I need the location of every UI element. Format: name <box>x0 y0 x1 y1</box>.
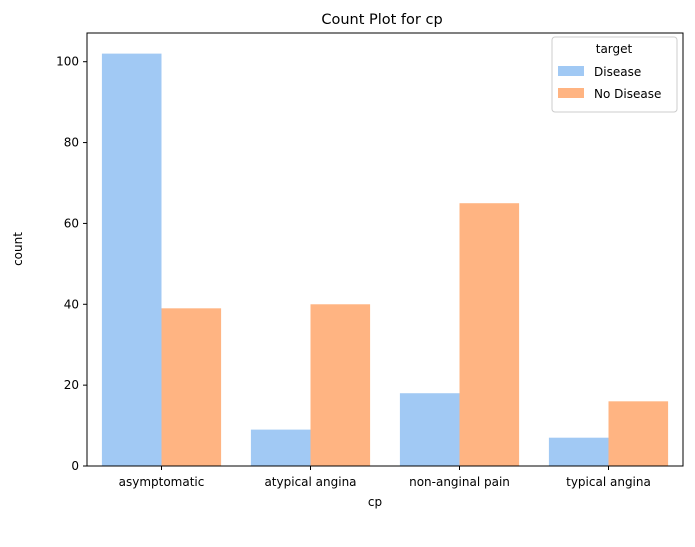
x-tick-label: asymptomatic <box>119 475 205 489</box>
y-axis-label: count <box>11 232 25 266</box>
bar-disease-atypical-angina <box>250 429 311 466</box>
bar-no-disease-typical-angina <box>608 401 669 466</box>
bar-no-disease-asymptomatic <box>161 308 222 466</box>
x-axis: asymptomatic atypical angina non-anginal p… <box>119 466 651 489</box>
legend-label-no-disease: No Disease <box>594 87 661 101</box>
y-tick-label: 40 <box>64 297 79 311</box>
x-axis-label: cp <box>368 495 382 509</box>
legend-swatch-no-disease <box>558 88 584 98</box>
bars-layer <box>101 53 669 466</box>
y-tick-label: 60 <box>64 216 79 230</box>
y-tick-label: 80 <box>64 136 79 150</box>
y-tick-label: 20 <box>64 378 79 392</box>
bar-disease-asymptomatic <box>101 53 162 466</box>
y-tick-label: 0 <box>71 459 79 473</box>
y-tick-label: 100 <box>56 55 79 69</box>
bar-no-disease-atypical-angina <box>310 304 371 466</box>
x-tick-label: non-anginal pain <box>409 475 510 489</box>
legend-swatch-disease <box>558 66 584 76</box>
bar-disease-typical-angina <box>548 437 609 466</box>
bar-disease-non-anginal-pain <box>399 393 460 466</box>
chart-title: Count Plot for cp <box>321 12 442 28</box>
legend-title: target <box>596 42 633 56</box>
plot-frame <box>86 32 684 467</box>
legend-label-disease: Disease <box>594 65 641 79</box>
y-axis: 0 20 40 60 80 100 <box>56 55 87 473</box>
x-tick-label: atypical angina <box>264 475 356 489</box>
legend: target Disease No Disease <box>551 36 678 113</box>
x-tick-label: typical angina <box>566 475 651 489</box>
bar-no-disease-non-anginal-pain <box>459 203 520 466</box>
